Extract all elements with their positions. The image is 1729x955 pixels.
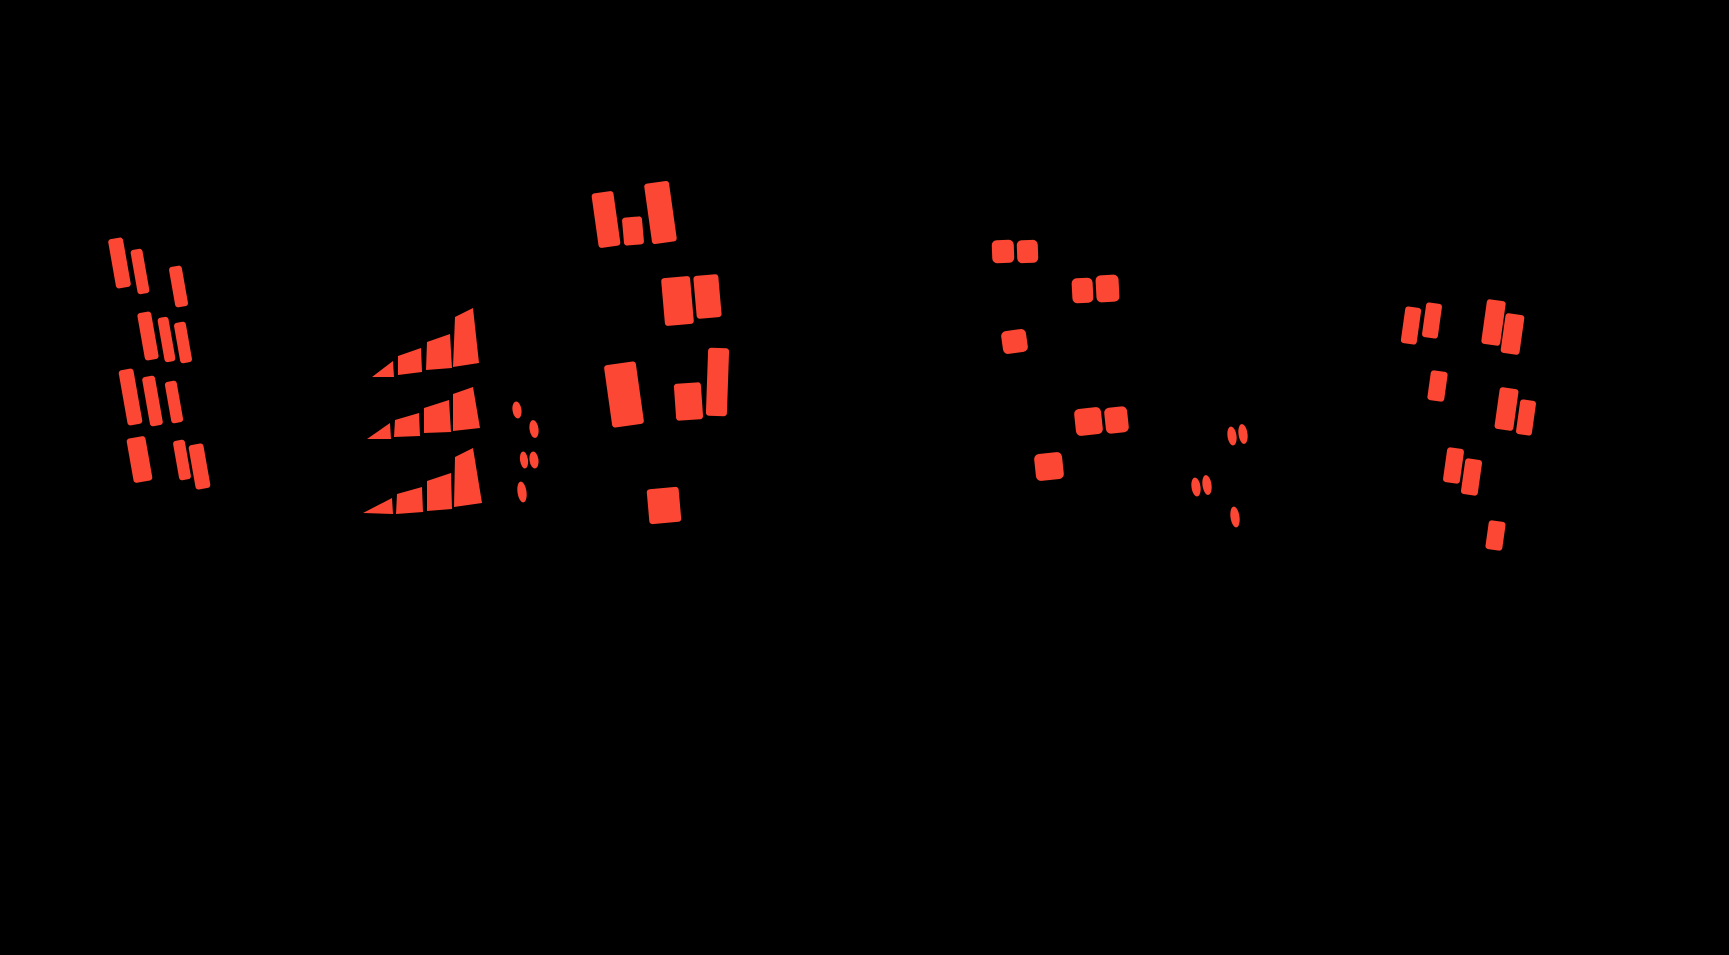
building-far-right-windows-window <box>1422 302 1442 339</box>
building-center-windows-window <box>622 216 644 246</box>
center-left-dot-column-window <box>529 451 539 469</box>
building-center-windows-window <box>646 486 682 525</box>
building-far-left-windows-window <box>137 311 159 361</box>
building-far-right-windows-window <box>1485 520 1506 551</box>
building-right-small-windows-window <box>991 239 1015 264</box>
building-right-small-windows <box>991 239 1129 481</box>
building-right-small-windows-window <box>1071 277 1094 304</box>
building-left-perspective-window-rows-window <box>398 348 422 375</box>
building-far-left-windows-window <box>173 439 191 481</box>
building-right-small-windows-window <box>1074 407 1103 436</box>
building-left-perspective-window-rows-window <box>427 473 452 511</box>
building-far-left-windows-window <box>164 380 184 424</box>
building-right-small-windows-window <box>1016 239 1039 264</box>
building-far-right-windows-window <box>1427 370 1448 402</box>
building-center-windows-window <box>604 361 644 428</box>
building-far-left-windows-window <box>130 248 150 295</box>
building-left-perspective-window-rows-window <box>426 334 452 370</box>
right-tiny-dot-pairs-window <box>1202 475 1212 495</box>
building-left-perspective-window-rows-window <box>453 387 480 431</box>
building-center-windows-window <box>661 276 694 326</box>
building-left-perspective-window-rows <box>363 308 482 514</box>
building-far-right-windows-window <box>1481 299 1506 346</box>
building-far-left-windows-window <box>108 237 131 289</box>
center-left-dot-column-window <box>529 420 539 438</box>
building-far-right-windows-window <box>1443 447 1464 484</box>
building-left-perspective-window-rows-window <box>372 361 394 377</box>
building-far-left-windows-window <box>126 436 153 483</box>
building-far-left-windows-window <box>174 321 192 364</box>
building-right-small-windows-window <box>1001 329 1028 354</box>
building-center-windows-window <box>591 191 621 248</box>
building-right-small-windows-window <box>1104 406 1129 434</box>
building-far-left-windows-window <box>118 368 143 426</box>
right-tiny-dot-pairs-window <box>1191 477 1201 497</box>
building-far-right-windows-window <box>1500 313 1525 355</box>
center-left-dot-column <box>512 401 539 503</box>
right-tiny-dot-pairs <box>1191 424 1248 528</box>
building-far-right-windows-window <box>1494 387 1519 431</box>
building-center-windows-window <box>673 382 704 421</box>
building-right-small-windows-window <box>1095 274 1120 303</box>
building-left-perspective-window-rows-window <box>454 448 482 507</box>
building-left-perspective-window-rows-window <box>396 487 423 514</box>
right-tiny-dot-pairs-window <box>1227 426 1237 446</box>
building-far-left-windows-window <box>169 265 188 308</box>
building-center-windows-window <box>644 180 677 245</box>
center-left-dot-column-window <box>517 481 527 503</box>
building-center-windows <box>591 180 730 525</box>
building-far-right-windows-window <box>1400 306 1422 345</box>
building-left-perspective-window-rows-window <box>453 308 479 367</box>
building-left-perspective-window-rows-window <box>394 413 420 437</box>
building-far-left-windows-window <box>188 443 211 490</box>
building-far-right-windows-window <box>1516 399 1536 436</box>
building-center-windows-window <box>693 274 722 319</box>
building-left-perspective-window-rows-window <box>424 400 451 433</box>
building-far-left-windows-window <box>142 375 163 427</box>
building-left-perspective-window-rows-window <box>363 498 393 514</box>
building-left-perspective-window-rows-window <box>367 423 391 439</box>
building-center-windows-window <box>705 347 730 417</box>
building-far-left-windows-window <box>157 316 176 363</box>
center-left-dot-column-window <box>519 451 529 469</box>
right-tiny-dot-pairs-window <box>1238 424 1248 444</box>
building-right-small-windows-window <box>1034 452 1064 481</box>
building-far-left-windows <box>108 237 211 490</box>
right-tiny-dot-pairs-window <box>1230 506 1240 528</box>
building-far-right-windows <box>1400 299 1536 551</box>
center-left-dot-column-window <box>512 401 522 419</box>
building-far-right-windows-window <box>1460 458 1483 496</box>
